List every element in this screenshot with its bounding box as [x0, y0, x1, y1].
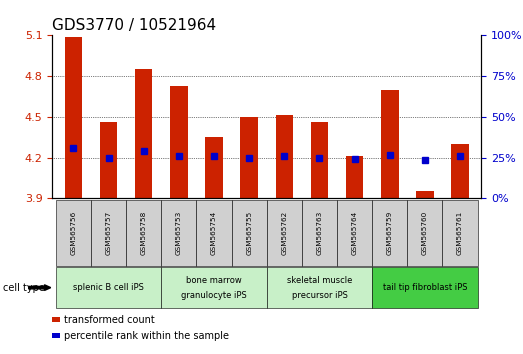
- Bar: [451, 144, 469, 198]
- Text: GSM565761: GSM565761: [457, 211, 463, 255]
- Text: GDS3770 / 10521964: GDS3770 / 10521964: [52, 18, 217, 33]
- Text: transformed count: transformed count: [64, 315, 155, 325]
- Text: GSM565764: GSM565764: [351, 211, 358, 255]
- Bar: [346, 156, 363, 198]
- Bar: [381, 90, 399, 198]
- Text: bone marrow: bone marrow: [186, 276, 242, 285]
- Text: GSM565762: GSM565762: [281, 211, 287, 255]
- Bar: [205, 137, 223, 198]
- Text: tail tip fibroblast iPS: tail tip fibroblast iPS: [383, 283, 467, 292]
- Text: GSM565763: GSM565763: [316, 211, 323, 255]
- Bar: [170, 86, 188, 198]
- Text: GSM565760: GSM565760: [422, 211, 428, 255]
- Text: skeletal muscle: skeletal muscle: [287, 276, 352, 285]
- Bar: [65, 37, 82, 198]
- Text: GSM565759: GSM565759: [387, 211, 393, 255]
- Text: GSM565754: GSM565754: [211, 211, 217, 255]
- Text: cell type: cell type: [3, 282, 44, 293]
- Bar: [100, 122, 117, 198]
- Bar: [416, 192, 434, 198]
- Text: GSM565758: GSM565758: [141, 211, 146, 255]
- Text: percentile rank within the sample: percentile rank within the sample: [64, 331, 229, 341]
- Bar: [311, 122, 328, 198]
- Text: GSM565755: GSM565755: [246, 211, 252, 255]
- Bar: [241, 117, 258, 198]
- Bar: [135, 69, 153, 198]
- Text: splenic B cell iPS: splenic B cell iPS: [73, 283, 144, 292]
- Text: GSM565757: GSM565757: [106, 211, 111, 255]
- Bar: [276, 115, 293, 198]
- Text: GSM565753: GSM565753: [176, 211, 182, 255]
- Text: GSM565756: GSM565756: [71, 211, 76, 255]
- Text: precursor iPS: precursor iPS: [291, 291, 347, 300]
- Text: granulocyte iPS: granulocyte iPS: [181, 291, 247, 300]
